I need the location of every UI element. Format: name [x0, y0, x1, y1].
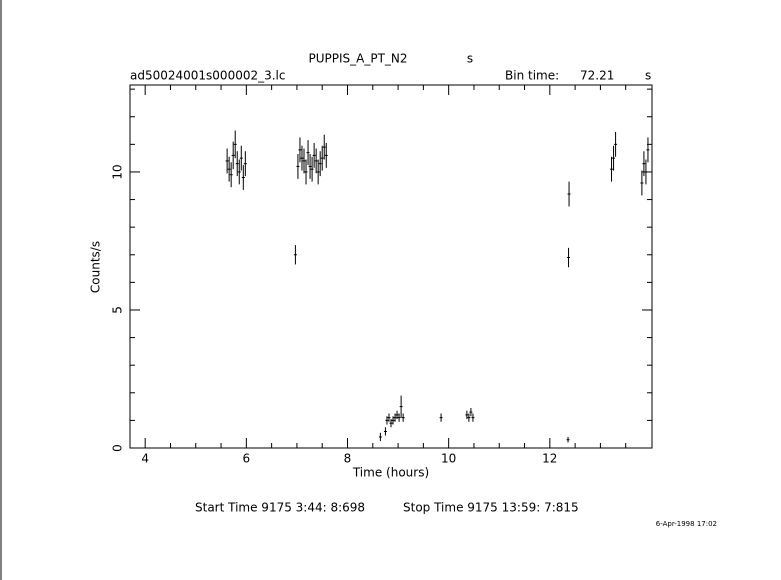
x-tick-label: 12 [542, 452, 557, 466]
plot-frame [129, 84, 653, 449]
title-unit: s [467, 52, 473, 66]
bin-time: 72.21 [580, 69, 614, 83]
file-name: ad50024001s000002_3.lc [130, 69, 286, 83]
x-tick-label: 10 [441, 452, 456, 466]
x-tick-label: 4 [141, 452, 149, 466]
y-tick-label: 5 [111, 306, 125, 314]
bin-time-label: Bin time: [505, 69, 559, 83]
x-axis-label: Time (hours) [352, 466, 429, 480]
bin-time-unit: s [645, 69, 651, 83]
date-stamp: 6-Apr-1998 17:02 [656, 520, 717, 528]
y-axis-label: Counts/s [89, 241, 103, 293]
stop-time: Stop Time 9175 13:59: 7:815 [403, 501, 579, 515]
start-time: Start Time 9175 3:44: 8:698 [195, 501, 365, 515]
x-tick-label: 8 [344, 452, 352, 466]
y-tick-label: 0 [111, 444, 125, 452]
chart-title: PUPPIS_A_PT_N2 [308, 52, 407, 66]
y-tick-label: 10 [111, 164, 125, 179]
data-points [225, 130, 650, 443]
x-tick-label: 6 [243, 452, 251, 466]
